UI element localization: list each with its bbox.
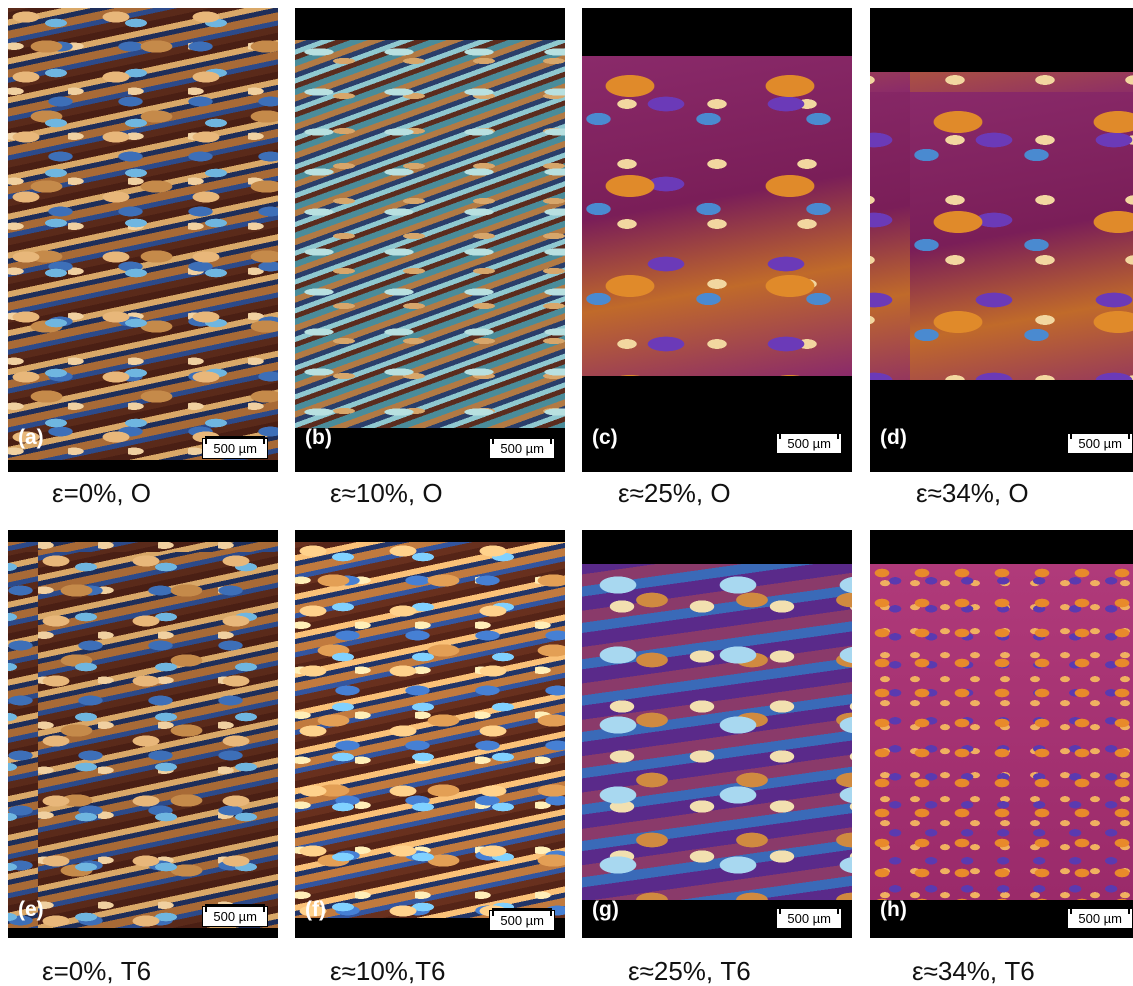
micrograph-panel: (b) 500 µm xyxy=(295,8,565,472)
scale-bar: 500 µm xyxy=(489,910,555,931)
scale-bar: 500 µm xyxy=(776,908,842,929)
caption: ε≈34%, O xyxy=(916,478,1133,509)
caption: ε=0%, T6 xyxy=(42,956,312,986)
micrograph-panel: (f) 500 µm xyxy=(295,530,565,938)
panel-label: (b) xyxy=(305,426,332,450)
scale-bar: 500 µm xyxy=(202,438,268,459)
micrograph-panel: (e) 500 µm xyxy=(8,530,278,938)
panel-label: (f) xyxy=(305,898,326,922)
micrograph xyxy=(582,564,852,900)
micrograph-panel: (d) 500 µm xyxy=(870,8,1133,472)
micrograph xyxy=(870,564,1133,900)
figure: (a) 500 µm (b) 500 µm (c) 500 µm (d) 500… xyxy=(0,0,1133,986)
panel-label: (h) xyxy=(880,898,907,922)
micrograph xyxy=(582,56,852,376)
micrograph xyxy=(870,72,1133,380)
micrograph-panel: (g) 500 µm xyxy=(582,530,852,938)
scale-bar: 500 µm xyxy=(202,906,268,927)
panel-label: (e) xyxy=(18,898,44,922)
panel-label: (d) xyxy=(880,426,907,450)
micrograph xyxy=(295,542,565,918)
micrograph xyxy=(295,40,565,428)
caption: ε≈10%, O xyxy=(330,478,600,509)
caption: ε≈25%, T6 xyxy=(628,956,898,986)
scale-bar: 500 µm xyxy=(776,433,842,454)
micrograph-panel: (a) 500 µm xyxy=(8,8,278,472)
panel-label: (a) xyxy=(18,426,44,450)
panel-label: (c) xyxy=(592,426,618,450)
scale-bar: 500 µm xyxy=(1067,433,1133,454)
caption: ε≈34%, T6 xyxy=(912,956,1133,986)
caption: ε=0%, O xyxy=(52,478,322,509)
micrograph xyxy=(8,542,278,928)
panel-label: (g) xyxy=(592,898,619,922)
caption: ε≈10%,T6 xyxy=(330,956,600,986)
micrograph xyxy=(8,8,278,460)
micrograph-panel: (c) 500 µm xyxy=(582,8,852,472)
scale-bar: 500 µm xyxy=(1067,908,1133,929)
scale-bar: 500 µm xyxy=(489,438,555,459)
caption: ε≈25%, O xyxy=(618,478,888,509)
micrograph-panel: (h) 500 µm xyxy=(870,530,1133,938)
